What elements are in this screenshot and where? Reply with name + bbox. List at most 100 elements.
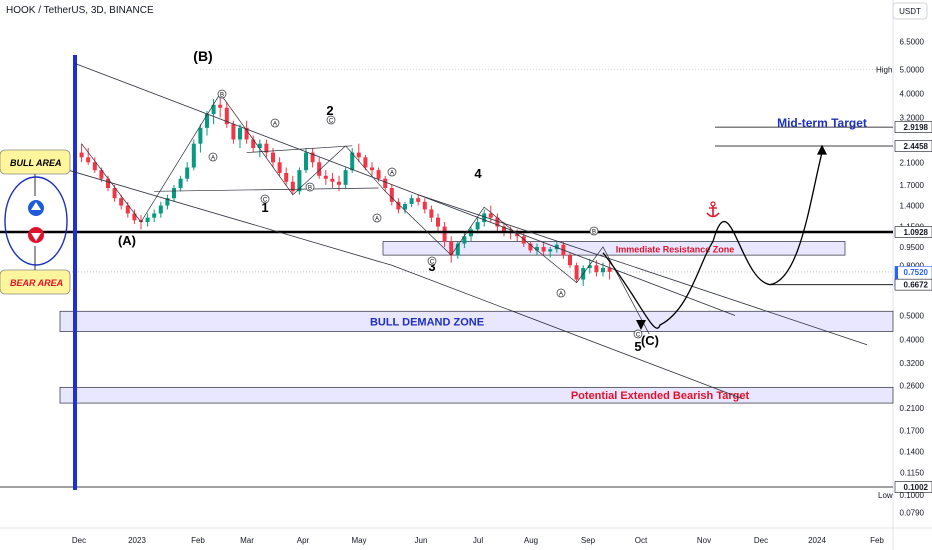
wave-marker-circle: [633, 329, 643, 339]
wave-marker: C: [260, 194, 270, 204]
price-tag-accent: [895, 266, 898, 287]
candle-body: [587, 265, 592, 268]
wave-marker-label: C: [430, 260, 435, 266]
wave-marker-label: C: [263, 198, 268, 204]
candle-body: [297, 170, 302, 192]
candle-body: [218, 104, 223, 108]
price-tag[interactable]: [894, 140, 932, 152]
price-axis[interactable]: 6.50005.00004.00003.20002.50002.10001.70…: [876, 38, 932, 518]
wave-marker-circle: [305, 182, 315, 192]
time-tick-label: Feb: [870, 536, 884, 545]
wave-marker-circle: [260, 194, 270, 204]
chart-title: HOOK / TetherUS, 3D, BINANCE: [6, 5, 154, 16]
price-tag[interactable]: [894, 121, 932, 133]
channel-line: [68, 169, 742, 399]
candle-body: [92, 162, 97, 171]
price-tick-label: 0.1400: [900, 447, 925, 456]
time-tick-label: Nov: [697, 536, 711, 545]
candle-body: [356, 152, 361, 158]
candle-body: [396, 201, 401, 210]
time-tick-label: Dec: [72, 536, 86, 545]
price-tick-label: 0.4000: [900, 335, 925, 344]
wave-marker: A: [387, 167, 397, 177]
wave-marker-label: A: [211, 156, 215, 162]
price-tag-value: 0.6672: [904, 281, 929, 290]
candle-body: [528, 243, 533, 251]
currency-label: USDT: [899, 7, 921, 16]
candle-body: [535, 246, 539, 251]
anchor-icon: [706, 201, 720, 218]
candle-body: [191, 143, 196, 168]
price-tick-label: 0.1150: [900, 468, 924, 477]
currency-badge[interactable]: [892, 2, 928, 20]
candle-body: [224, 107, 229, 125]
price-tick-label: 0.8000: [900, 261, 925, 270]
price-tag[interactable]: [894, 278, 932, 291]
wave-marker: C: [326, 115, 336, 125]
candle-body: [449, 241, 454, 256]
candle-body: [86, 157, 91, 163]
candle-body: [178, 178, 183, 189]
price-tick-label: 1.4000: [900, 202, 925, 211]
price-zone: [382, 241, 846, 256]
time-tick-label: Feb: [191, 536, 205, 545]
candle-body: [495, 217, 500, 227]
candle-body: [158, 205, 163, 214]
wave-marker-label: B: [220, 93, 224, 99]
candle-body: [350, 152, 355, 171]
price-tick-label: 2.1000: [900, 158, 925, 167]
wave-marker-label: C: [329, 119, 334, 125]
candle-body: [317, 162, 322, 176]
wave-marker: B: [217, 89, 227, 99]
price-zone: [59, 386, 894, 404]
price-tag-value: 0.1002: [904, 483, 929, 492]
candle-body: [323, 175, 328, 179]
time-tick-label: 2024: [808, 536, 826, 545]
wave-marker-circle: [326, 115, 336, 125]
wave-label: 1: [261, 200, 268, 215]
candle-body: [205, 114, 209, 128]
price-tag[interactable]: [894, 226, 932, 238]
mid-term-target-label: Mid-term Target: [777, 116, 867, 130]
candle-body: [455, 243, 460, 256]
zones: Immediate Resistance Zone BULL DEMAND ZON…: [59, 241, 894, 404]
channel-line: [154, 187, 379, 192]
price-zone: [59, 310, 894, 332]
price-tick-label: 0.3200: [900, 359, 925, 368]
wave-marker: A: [372, 213, 382, 223]
candle-body: [541, 246, 546, 252]
price-tag[interactable]: [894, 481, 932, 493]
wave-path: [81, 92, 650, 335]
candles: [73, 93, 612, 286]
wave-label: (B): [193, 48, 212, 64]
candle-body: [601, 267, 605, 273]
time-tick-label: Dec: [754, 536, 768, 545]
candle-body: [343, 170, 348, 185]
candle-body: [554, 244, 559, 250]
candle-body: [389, 188, 394, 202]
candle-body: [132, 213, 137, 221]
candle-body: [515, 233, 520, 237]
candle-body: [337, 181, 341, 185]
candle-body: [165, 198, 170, 206]
wave-marker-circle: [387, 167, 397, 177]
wave-marker-circle: [556, 288, 566, 298]
wave-marker-circle: [427, 256, 437, 266]
time-tick-label: Jul: [473, 536, 483, 545]
candle-body: [383, 178, 388, 189]
candle-body: [106, 178, 110, 189]
wave-marker-circle: [217, 89, 227, 99]
candle-body: [521, 236, 526, 244]
candle-body: [231, 124, 236, 140]
wave-marker: C: [633, 329, 643, 339]
wave-marker-label: A: [375, 217, 379, 223]
price-tick-label: 4.0000: [900, 90, 925, 99]
time-axis[interactable]: Dec 2023 Feb Mar Apr May Jun Jul Aug Sep Oct Nov Dec…: [72, 536, 885, 545]
candle-body: [99, 170, 104, 179]
price-tick-label: 0.2100: [900, 404, 925, 413]
time-tick-label: Sep: [581, 536, 596, 545]
area-callout-label: BEAR AREA: [10, 278, 63, 288]
candle-body: [125, 205, 130, 214]
wave-label: (C): [641, 333, 659, 348]
